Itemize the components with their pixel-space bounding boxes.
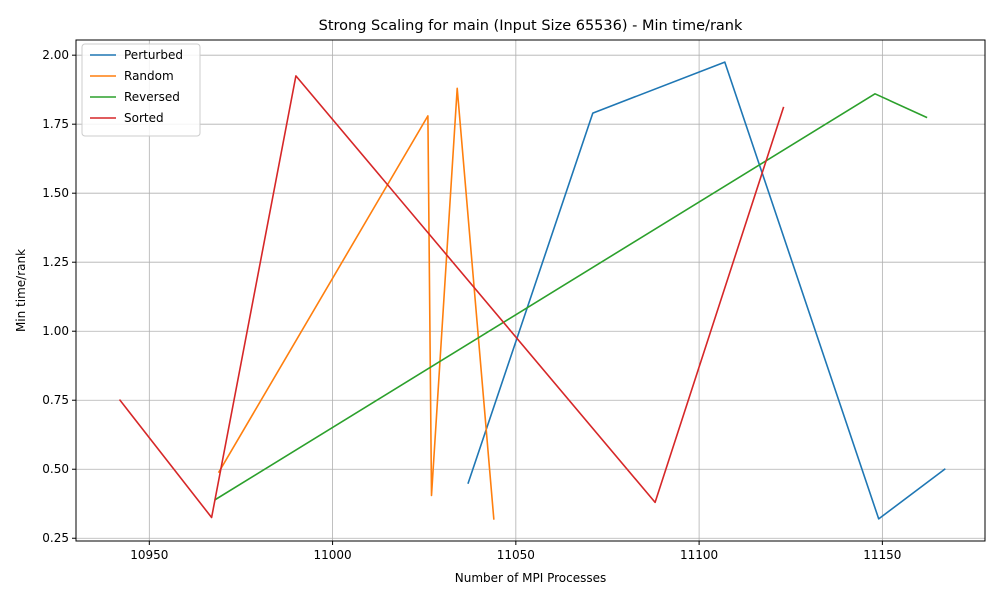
- x-axis-ticks: 10950 11000 11050 11100 11150: [130, 541, 901, 562]
- series-line-reversed: [214, 93, 928, 501]
- chart-title: Strong Scaling for main (Input Size 6553…: [319, 18, 743, 34]
- series-layer: [118, 61, 946, 520]
- y-tick-label: 2.00: [42, 48, 69, 62]
- legend-label-sorted: Sorted: [124, 111, 164, 125]
- legend: Perturbed Random Reversed Sorted: [81, 43, 201, 137]
- legend-box: [81, 43, 201, 137]
- y-axis-label: Min time/rank: [14, 249, 28, 332]
- x-tick-label: 11000: [313, 548, 351, 562]
- series-line-random: [217, 87, 495, 520]
- y-tick-label: 1.00: [42, 324, 69, 338]
- plot-frame: [75, 39, 986, 542]
- legend-label-perturbed: Perturbed: [124, 48, 183, 62]
- y-tick-label: 0.50: [42, 462, 69, 476]
- y-tick-label: 0.25: [42, 531, 69, 545]
- legend-label-random: Random: [124, 69, 174, 83]
- series-line-sorted: [118, 75, 785, 519]
- x-axis-label: Number of MPI Processes: [455, 571, 607, 585]
- x-tick-label: 10950: [130, 548, 168, 562]
- y-tick-label: 0.75: [42, 393, 69, 407]
- y-tick-label: 1.75: [42, 117, 69, 131]
- x-tick-label: 11100: [680, 548, 718, 562]
- series-line-perturbed: [467, 61, 946, 520]
- y-tick-label: 1.50: [42, 186, 69, 200]
- y-tick-label: 1.25: [42, 255, 69, 269]
- grid-layer: [76, 40, 985, 541]
- x-tick-label: 11150: [863, 548, 901, 562]
- legend-label-reversed: Reversed: [124, 90, 180, 104]
- x-tick-label: 11050: [497, 548, 535, 562]
- y-axis-ticks: 0.25 0.50 0.75 1.00 1.25 1.50 1.75 2.00: [42, 48, 76, 545]
